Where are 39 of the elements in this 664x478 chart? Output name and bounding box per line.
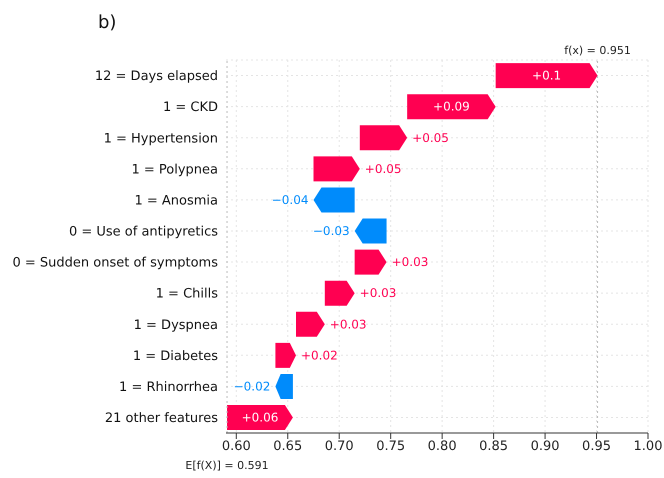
- ref-line-label: f(x) = 0.951: [564, 44, 631, 57]
- y-tick-label: 1 = CKD: [162, 100, 218, 116]
- data-label: +0.1: [532, 68, 562, 83]
- data-label: +0.03: [360, 286, 396, 300]
- y-tick-label: 1 = Rhinorrhea: [119, 380, 218, 395]
- y-tick-label: 1 = Polypnea: [131, 162, 218, 178]
- x-tick-label: 0.70: [324, 439, 354, 454]
- data-label: +0.03: [392, 255, 428, 270]
- data-label: −0.04: [272, 192, 308, 207]
- chart-title: b): [98, 12, 116, 33]
- bar: [227, 405, 293, 430]
- y-tick-label: 12 = Days elapsed: [94, 69, 218, 84]
- x-tick-label: 1.00: [634, 439, 662, 454]
- x-tick-label: 0.85: [479, 439, 508, 454]
- y-tick-label: 0 = Use of antipyretics: [68, 224, 218, 240]
- ref-line-label: E[f(X)] = 0.591: [185, 459, 269, 472]
- y-tick-label: 1 = Hypertension: [104, 131, 218, 146]
- y-tick-label: 1 = Dyspnea: [134, 318, 218, 333]
- data-label: +0.05: [412, 130, 449, 145]
- data-label: +0.02: [300, 348, 338, 362]
- data-label: −0.02: [234, 379, 270, 394]
- y-tick-label: 21 other features: [104, 411, 218, 426]
- x-tick-label: 0.75: [376, 439, 406, 454]
- bar: [407, 94, 496, 120]
- x-tick-label: 0.65: [273, 439, 302, 454]
- data-label: +0.05: [364, 162, 402, 176]
- data-label: +0.06: [242, 410, 278, 425]
- x-tick-label: 0.60: [222, 439, 251, 454]
- y-tick-label: 0 = Sudden onset of symptoms: [12, 256, 218, 271]
- data-label: +0.09: [433, 100, 470, 114]
- x-tick-label: 0.80: [428, 439, 457, 454]
- y-tick-label: 1 = Chills: [156, 286, 218, 302]
- x-tick-label: 0.90: [530, 439, 560, 454]
- y-tick-label: 1 = Diabetes: [132, 348, 218, 364]
- data-label: −0.03: [312, 224, 350, 238]
- x-tick-label: 0.95: [582, 439, 612, 454]
- bar: [496, 63, 598, 88]
- data-label: +0.03: [330, 317, 367, 332]
- y-tick-label: 1 = Anosmia: [134, 193, 218, 208]
